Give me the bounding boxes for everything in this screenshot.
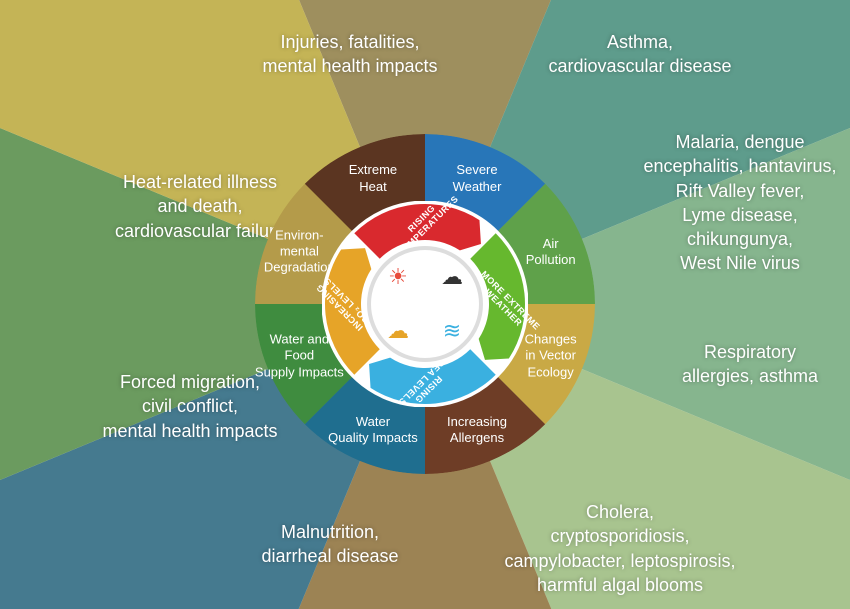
- waves-icon: ≋: [443, 318, 461, 344]
- climate-health-diagram: Heat-related illnessand death,cardiovasc…: [0, 0, 850, 609]
- co2-cloud-icon: ☁: [387, 318, 409, 344]
- center-core: ☀ ☁ ☁ ≋: [367, 246, 483, 362]
- storm-cloud-icon: ☁: [441, 264, 463, 290]
- sun-icon: ☀: [388, 264, 408, 290]
